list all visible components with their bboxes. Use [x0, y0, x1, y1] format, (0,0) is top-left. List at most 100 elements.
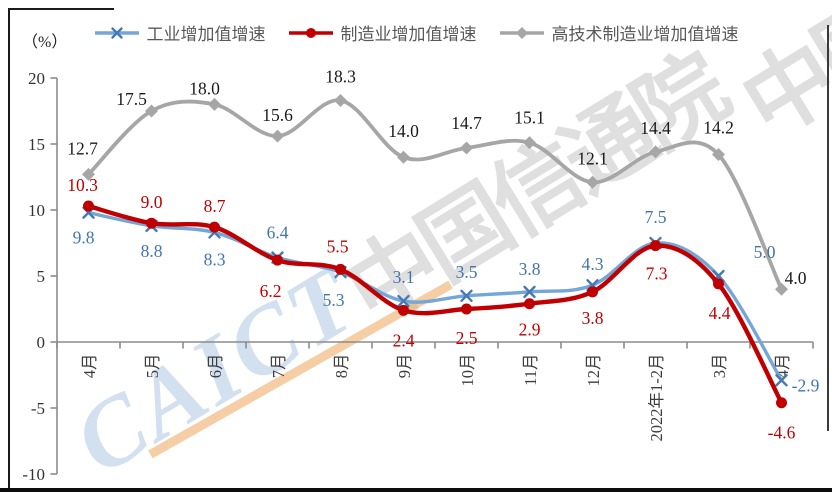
data-point-marker: [460, 289, 473, 302]
legend-item-label: 工业增加值增速: [146, 25, 266, 44]
x-tick-label: 6月: [206, 354, 225, 379]
data-label: 8.7: [204, 196, 226, 216]
legend-item-2: 高技术制造业增加值增速: [499, 20, 739, 45]
data-point-marker: [776, 397, 787, 409]
y-tick-label: 15: [28, 135, 45, 154]
border-right: [827, 25, 829, 431]
data-label: 2.9: [519, 320, 541, 340]
legend-x-marker-icon: [94, 26, 139, 39]
series-2: [82, 93, 788, 296]
data-point-marker: [523, 136, 536, 150]
series-line: [86, 203, 784, 405]
data-point-marker: [649, 145, 662, 159]
data-point-marker: [305, 27, 316, 38]
data-label: 8.3: [204, 249, 226, 269]
data-label: 18.3: [325, 66, 356, 86]
data-point-marker: [460, 141, 473, 155]
data-label: 5.3: [323, 290, 345, 310]
legend-diamond-marker-icon: [499, 26, 544, 39]
data-point-marker: [775, 282, 788, 296]
series-line: [86, 210, 784, 382]
data-label: 5.0: [754, 242, 776, 262]
data-point-marker: [650, 240, 661, 252]
y-tick-label: 0: [37, 333, 46, 352]
data-label: 9.8: [73, 228, 95, 248]
y-tick-label: -10: [22, 465, 45, 484]
border-left: [8, 8, 10, 490]
data-label: 3.8: [519, 259, 541, 279]
data-point-marker: [145, 104, 158, 118]
data-point-marker: [272, 254, 283, 266]
series-0: [82, 206, 788, 387]
x-tick-label: 2022年1-2月: [647, 354, 666, 442]
x-tick-label: 5月: [143, 354, 162, 379]
data-label: 3.1: [393, 267, 415, 287]
data-label: 3.5: [456, 262, 478, 282]
data-label: 6.4: [267, 223, 289, 243]
x-tick-label: 4月: [80, 354, 99, 379]
data-point-marker: [334, 93, 347, 107]
data-label: 3.8: [582, 308, 604, 328]
border-bottom: [0, 488, 832, 492]
x-tick-label: 10月: [458, 354, 477, 387]
data-label: 4.0: [785, 268, 807, 288]
data-point-marker: [82, 167, 95, 181]
data-label: 12.7: [67, 138, 98, 158]
data-label: 14.2: [703, 118, 734, 138]
data-label: 17.5: [116, 89, 147, 109]
data-point-marker: [208, 97, 221, 111]
data-point-marker: [515, 26, 528, 39]
data-point-marker: [586, 175, 599, 189]
legend-item-label: 高技术制造业增加值增速: [551, 25, 739, 44]
data-point-marker: [398, 304, 409, 316]
data-point-marker: [775, 374, 788, 387]
data-point-marker: [397, 150, 410, 164]
data-point-marker: [712, 148, 725, 162]
data-label: 2.5: [456, 328, 478, 348]
data-label: -2.9: [792, 375, 820, 395]
data-label: 10.3: [67, 175, 98, 195]
x-tick-label: 12月: [584, 354, 603, 387]
series-1: [83, 200, 787, 409]
legend-circle-marker-icon: [288, 27, 333, 38]
legend-item-0: 工业增加值增速: [94, 20, 266, 45]
chart-legend: 工业增加值增速 制造业增加值增速 高技术制造业增加值增速: [0, 20, 832, 45]
data-point-marker: [335, 263, 346, 275]
data-label: 2.4: [393, 330, 415, 350]
y-axis-unit-label: （%）: [22, 34, 68, 51]
data-point-marker: [397, 294, 410, 308]
data-label: 15.1: [514, 108, 545, 128]
data-point-marker: [523, 285, 536, 299]
data-point-marker: [271, 129, 284, 143]
data-label: 12.1: [577, 148, 608, 168]
y-tick-label: -5: [31, 399, 45, 418]
x-tick-label: 3月: [710, 354, 729, 379]
x-tick-label: 11月: [521, 354, 540, 386]
x-tick-label: 8月: [332, 354, 351, 379]
data-label: 15.6: [262, 105, 293, 125]
data-point-marker: [461, 303, 472, 315]
data-label: 5.5: [327, 236, 349, 256]
data-point-marker: [146, 217, 157, 229]
border-top: [8, 8, 114, 10]
legend-item-label: 制造业增加值增速: [340, 25, 477, 44]
data-label: 9.0: [141, 192, 163, 212]
y-tick-label: 5: [37, 267, 46, 286]
data-label: -4.6: [768, 423, 796, 443]
data-label: 14.4: [640, 118, 671, 138]
data-label: 7.3: [646, 264, 668, 284]
data-label: 14.0: [388, 121, 419, 141]
y-tick-label: 10: [28, 201, 45, 220]
data-label: 6.2: [260, 281, 282, 301]
data-label: 18.0: [189, 78, 220, 98]
data-label: 4.4: [709, 303, 731, 323]
data-point-marker: [83, 200, 94, 212]
data-point-marker: [713, 278, 724, 290]
data-point-marker: [587, 286, 598, 298]
data-point-marker: [524, 298, 535, 310]
x-tick-label: 9月: [395, 354, 414, 379]
data-label: 8.8: [141, 241, 163, 261]
data-point-marker: [209, 221, 220, 233]
